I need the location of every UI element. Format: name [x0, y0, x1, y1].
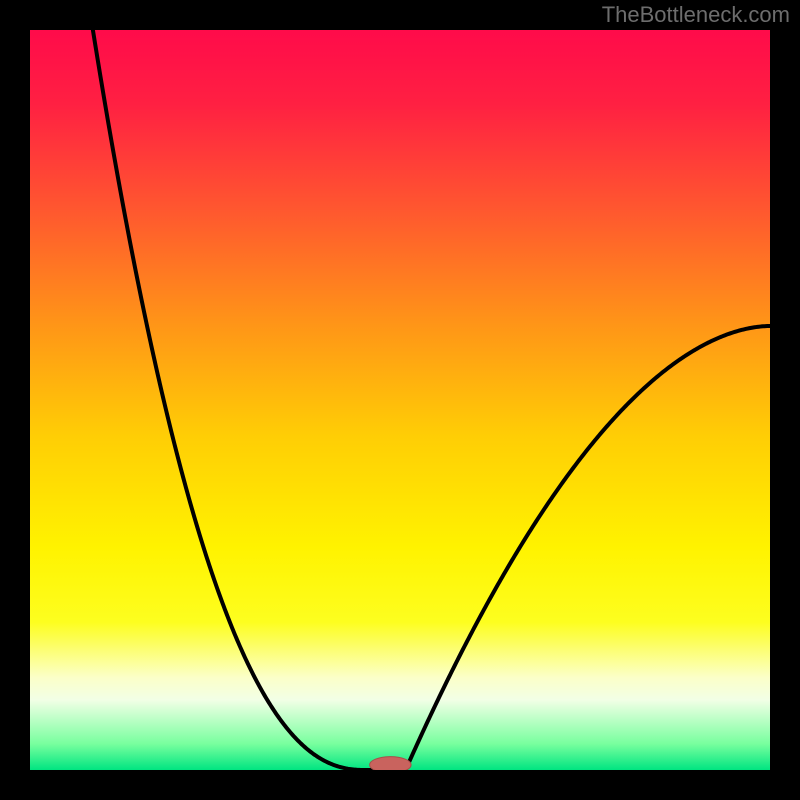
watermark-text: TheBottleneck.com [602, 2, 790, 28]
bottleneck-chart [0, 0, 800, 800]
chart-stage: TheBottleneck.com [0, 0, 800, 800]
plot-background [30, 30, 770, 770]
